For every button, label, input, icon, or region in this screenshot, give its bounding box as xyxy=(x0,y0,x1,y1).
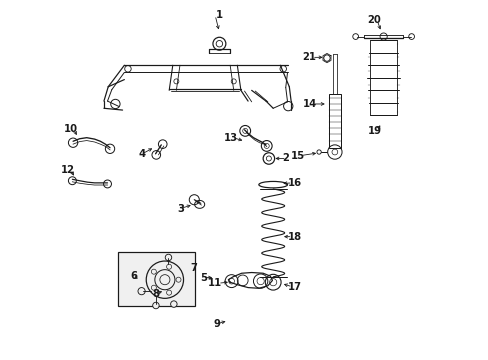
Text: 4: 4 xyxy=(139,149,145,159)
Text: 18: 18 xyxy=(287,232,302,242)
Text: 5: 5 xyxy=(200,273,207,283)
Text: 17: 17 xyxy=(287,282,302,292)
Text: 2: 2 xyxy=(282,153,289,163)
Text: 20: 20 xyxy=(367,15,381,26)
Text: 14: 14 xyxy=(302,99,316,109)
Text: 3: 3 xyxy=(177,204,184,214)
Text: 10: 10 xyxy=(64,125,78,134)
Text: 21: 21 xyxy=(302,52,316,62)
Text: 19: 19 xyxy=(367,126,381,136)
Text: 11: 11 xyxy=(207,278,222,288)
Text: 1: 1 xyxy=(215,10,223,20)
Text: 7: 7 xyxy=(190,263,197,273)
Bar xyxy=(328,94,340,148)
Text: 15: 15 xyxy=(290,150,304,161)
Text: 16: 16 xyxy=(287,178,302,188)
Text: 12: 12 xyxy=(61,165,75,175)
Text: 6: 6 xyxy=(130,271,137,281)
Bar xyxy=(118,252,195,306)
Text: 13: 13 xyxy=(223,133,237,143)
Text: 9: 9 xyxy=(213,319,220,329)
Text: 8: 8 xyxy=(152,289,159,299)
Circle shape xyxy=(152,302,159,309)
Circle shape xyxy=(170,301,177,307)
Circle shape xyxy=(138,288,145,295)
